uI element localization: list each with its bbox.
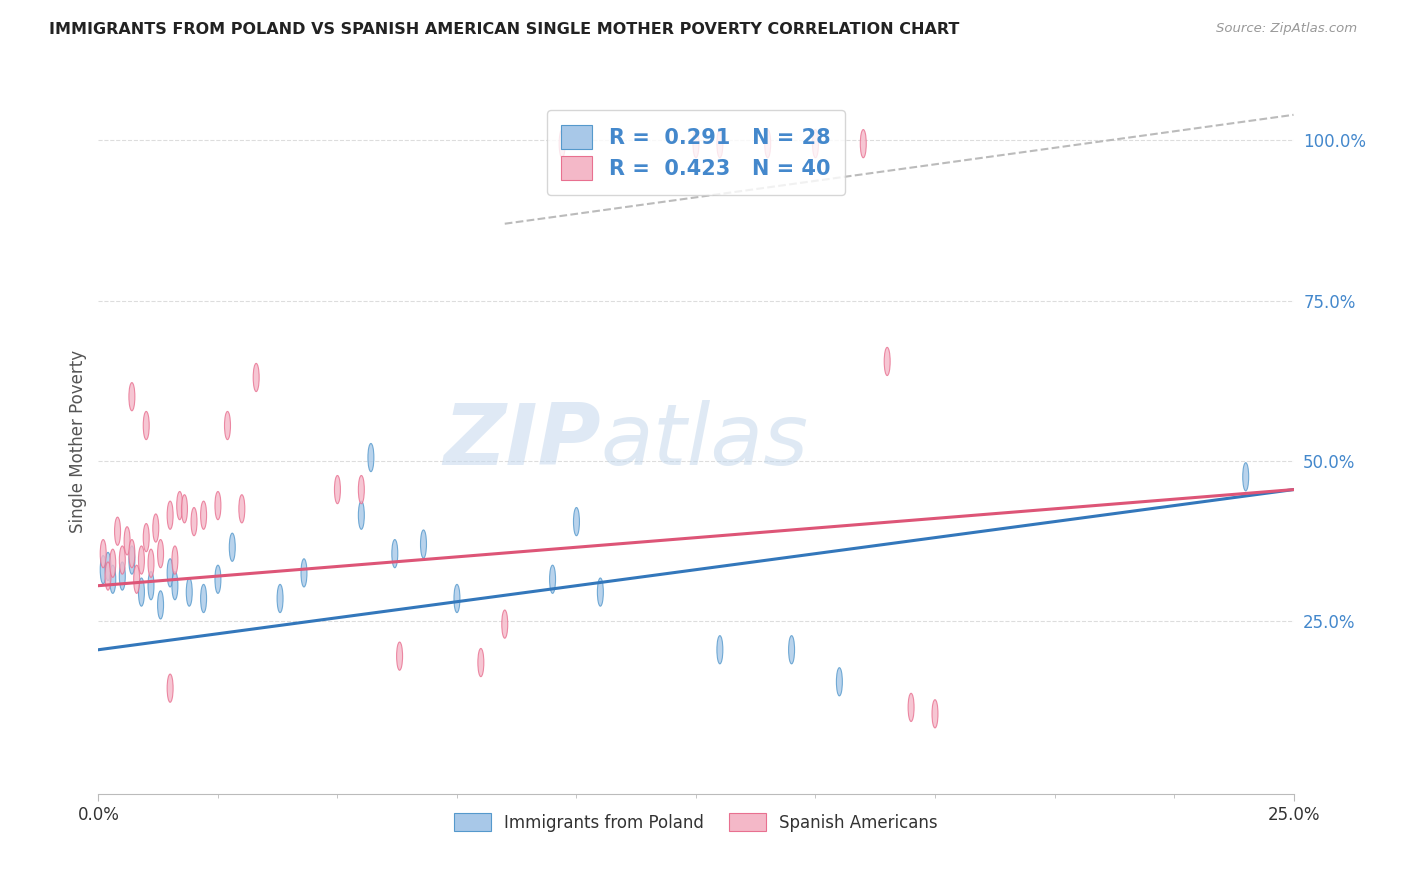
Ellipse shape [837, 668, 842, 696]
Ellipse shape [392, 540, 398, 567]
Ellipse shape [177, 491, 183, 520]
Ellipse shape [229, 533, 235, 561]
Ellipse shape [359, 501, 364, 529]
Text: ZIP: ZIP [443, 400, 600, 483]
Ellipse shape [120, 562, 125, 591]
Ellipse shape [1243, 463, 1249, 491]
Ellipse shape [105, 562, 111, 591]
Ellipse shape [114, 517, 121, 545]
Ellipse shape [134, 566, 139, 593]
Ellipse shape [215, 566, 221, 593]
Ellipse shape [574, 508, 579, 536]
Ellipse shape [143, 524, 149, 552]
Text: IMMIGRANTS FROM POLAND VS SPANISH AMERICAN SINGLE MOTHER POVERTY CORRELATION CHA: IMMIGRANTS FROM POLAND VS SPANISH AMERIC… [49, 22, 959, 37]
Ellipse shape [172, 572, 179, 599]
Ellipse shape [110, 549, 115, 577]
Ellipse shape [765, 129, 770, 158]
Ellipse shape [172, 546, 179, 574]
Ellipse shape [860, 129, 866, 158]
Ellipse shape [301, 558, 307, 587]
Ellipse shape [239, 495, 245, 523]
Ellipse shape [129, 546, 135, 574]
Ellipse shape [129, 540, 135, 567]
Ellipse shape [225, 411, 231, 440]
Ellipse shape [129, 383, 135, 411]
Ellipse shape [120, 546, 125, 574]
Ellipse shape [560, 129, 565, 158]
Ellipse shape [215, 491, 221, 520]
Ellipse shape [201, 501, 207, 529]
Ellipse shape [138, 578, 145, 607]
Ellipse shape [191, 508, 197, 536]
Ellipse shape [717, 636, 723, 664]
Ellipse shape [884, 347, 890, 376]
Ellipse shape [368, 443, 374, 472]
Ellipse shape [789, 636, 794, 664]
Ellipse shape [105, 552, 111, 581]
Ellipse shape [157, 591, 163, 619]
Ellipse shape [167, 674, 173, 702]
Ellipse shape [100, 540, 107, 567]
Ellipse shape [181, 495, 187, 523]
Ellipse shape [148, 549, 155, 577]
Ellipse shape [454, 584, 460, 613]
Ellipse shape [186, 578, 193, 607]
Ellipse shape [359, 475, 364, 504]
Ellipse shape [396, 642, 402, 670]
Ellipse shape [167, 501, 173, 529]
Ellipse shape [550, 566, 555, 593]
Ellipse shape [502, 610, 508, 638]
Text: atlas: atlas [600, 400, 808, 483]
Ellipse shape [908, 693, 914, 722]
Y-axis label: Single Mother Poverty: Single Mother Poverty [69, 350, 87, 533]
Ellipse shape [598, 578, 603, 607]
Text: Source: ZipAtlas.com: Source: ZipAtlas.com [1216, 22, 1357, 36]
Ellipse shape [143, 411, 149, 440]
Legend: Immigrants from Poland, Spanish Americans: Immigrants from Poland, Spanish American… [447, 806, 945, 838]
Ellipse shape [110, 566, 115, 593]
Ellipse shape [932, 699, 938, 728]
Ellipse shape [138, 546, 145, 574]
Ellipse shape [201, 584, 207, 613]
Ellipse shape [153, 514, 159, 542]
Ellipse shape [717, 129, 723, 158]
Ellipse shape [277, 584, 283, 613]
Ellipse shape [148, 572, 155, 599]
Ellipse shape [478, 648, 484, 677]
Ellipse shape [420, 530, 426, 558]
Ellipse shape [253, 363, 259, 392]
Ellipse shape [813, 129, 818, 158]
Ellipse shape [693, 129, 699, 158]
Ellipse shape [124, 527, 131, 555]
Ellipse shape [335, 475, 340, 504]
Ellipse shape [100, 556, 107, 583]
Ellipse shape [157, 540, 163, 567]
Ellipse shape [167, 558, 173, 587]
